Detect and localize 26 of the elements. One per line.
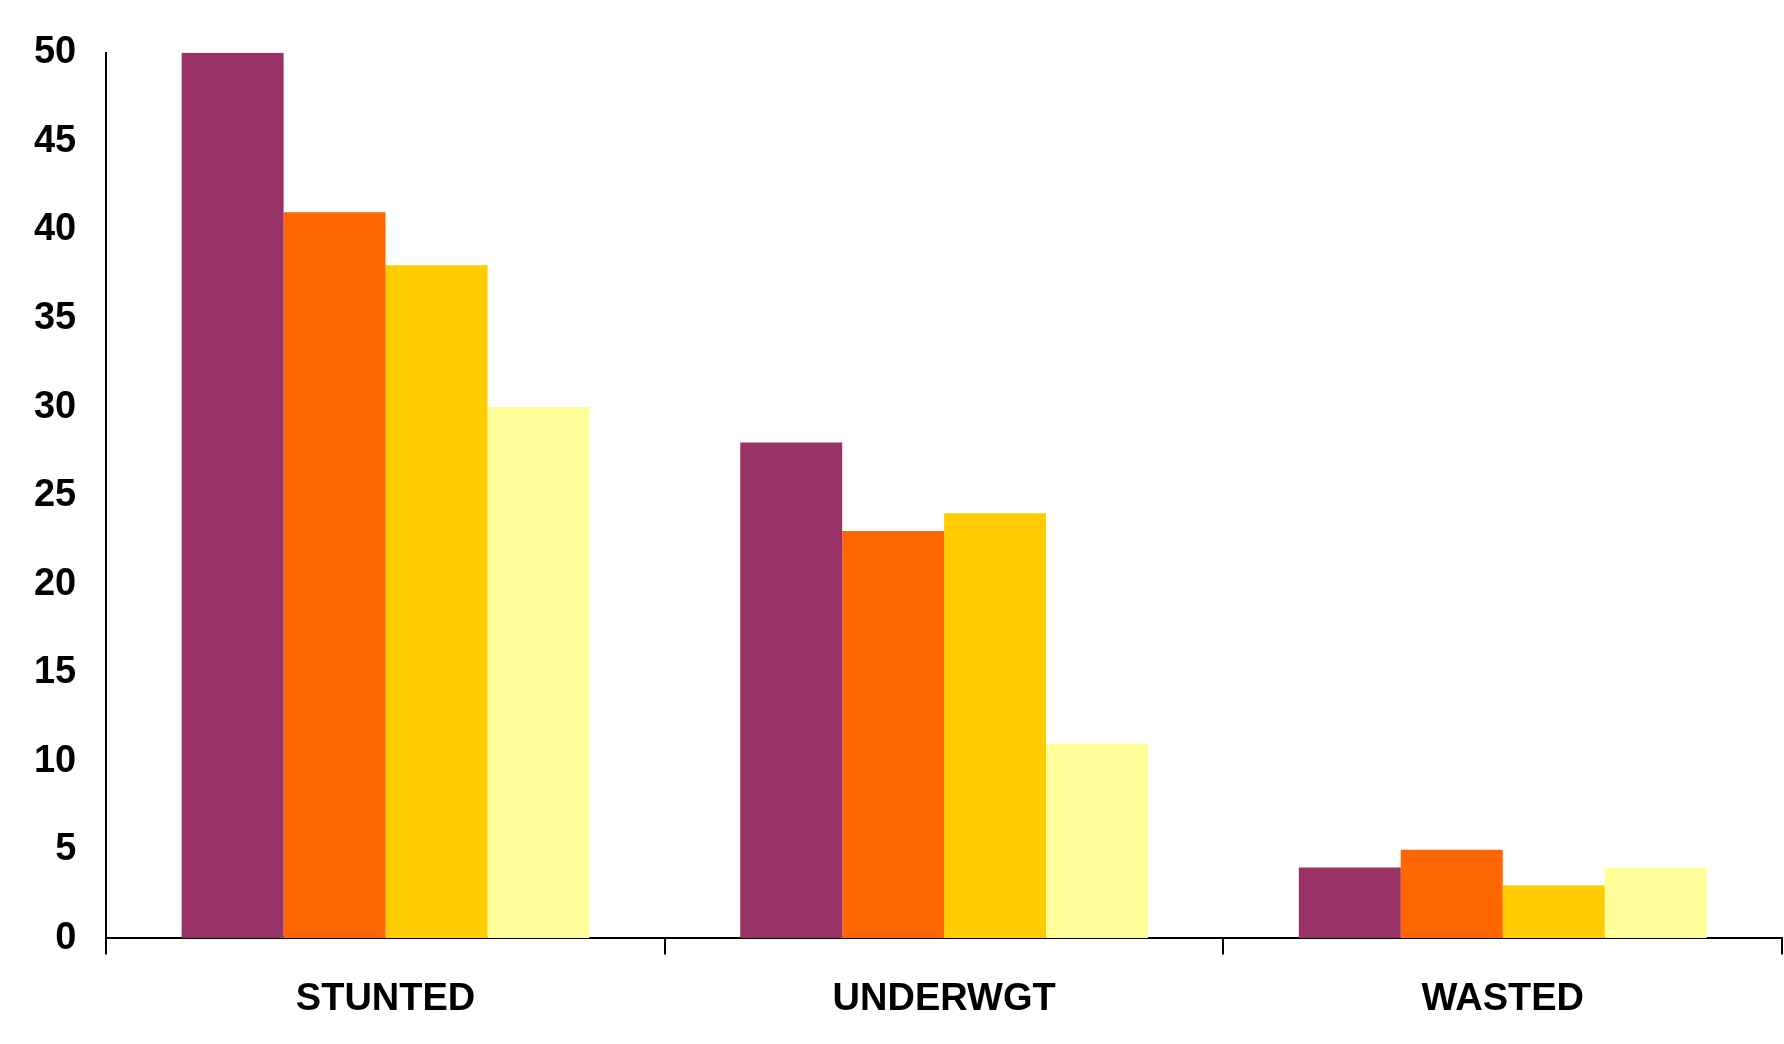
y-tick-label: 35 [33,294,77,337]
y-tick-label: 45 [33,117,77,160]
x-tick-label: WASTED [1421,975,1584,1018]
bar [842,531,945,938]
y-tick-label: 0 [55,914,77,957]
bar [1046,743,1149,938]
y-tick-label: 40 [33,206,77,249]
y-tick-label: 25 [33,472,77,515]
bar [944,513,1047,938]
bar [1400,849,1503,938]
bar [283,212,386,938]
bar [1604,867,1707,938]
x-tick-label: UNDERWGT [832,975,1056,1018]
y-tick-label: 50 [33,29,77,72]
bar [385,265,488,938]
x-tick-label: STUNTED [295,975,476,1018]
y-tick-label: 5 [55,826,77,869]
y-tick-label: 15 [33,649,77,692]
y-tick-label: 30 [33,383,77,426]
bar [740,442,843,938]
bar [1502,885,1605,938]
y-tick-label: 20 [33,560,77,603]
bar [487,407,590,938]
bar [181,52,284,938]
bar [1298,867,1401,938]
y-tick-label: 10 [33,737,77,780]
